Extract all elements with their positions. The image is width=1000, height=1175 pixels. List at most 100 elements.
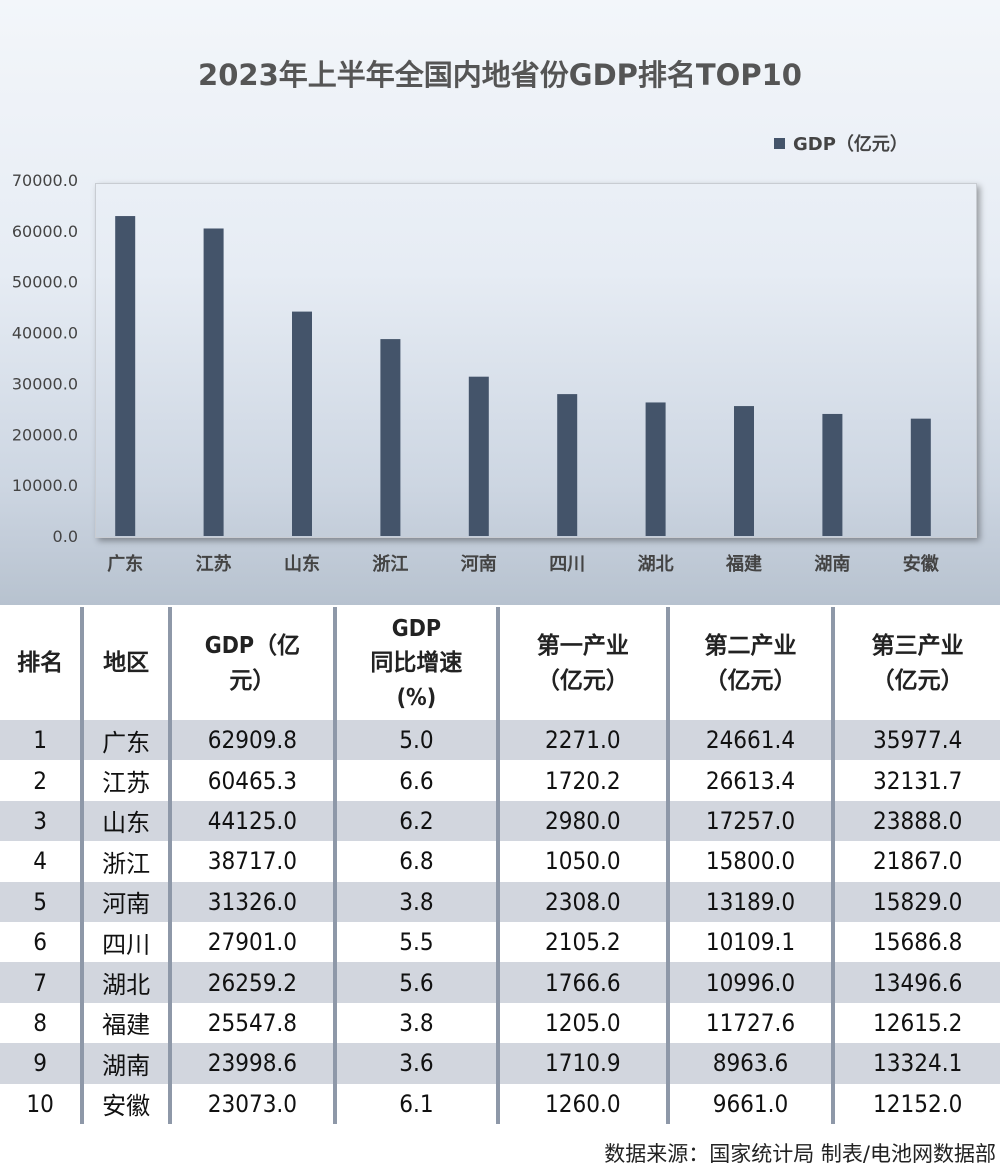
table-cell: 3 [0,800,83,842]
x-tick-label: 河南 [461,553,497,575]
table-cell: 44125.0 [167,800,335,842]
column-header: GDP（亿元） [167,607,335,720]
table-cell: 12615.2 [831,1002,1000,1044]
table-cell: 38717.0 [167,841,335,882]
table-cell: 2980.0 [496,800,668,842]
bar [380,339,401,536]
table-cell: 江苏 [80,760,170,801]
table-row: 8 福建 25547.8 3.8 1205.0 11727.6 12615.2 [0,1002,1000,1044]
table-cell: 5.6 [332,962,499,1003]
legend-swatch [774,137,785,149]
column-header: 第二产业 （亿元） [665,607,834,720]
table-cell: 6 [33,928,47,957]
plot-area [95,183,977,538]
x-tick-label: 湖北 [638,554,674,575]
y-tick-label: 30000.0 [12,374,78,393]
bar [734,406,754,536]
column-header-line: （亿元） [871,667,964,694]
x-tick-label: 江苏 [196,553,232,575]
table-cell: 安徽 [80,1083,170,1124]
column-header: 第一产业 （亿元） [496,607,668,720]
table-cell: 23073.0 [167,1083,335,1124]
y-tick-label: 50000.0 [12,273,78,292]
table-cell: 12152.0 [831,1083,1000,1124]
table-cell: 23888.0 [831,800,1000,842]
table-cell: 10 [26,1089,54,1118]
x-tick-label: 广东 [107,553,143,575]
gdp-bar-chart: 2023年上半年全国内地省份GDP排名TOP10 GDP（亿元） 0.0 1000… [0,0,1000,605]
table-cell: 13496.6 [831,962,1000,1003]
gdp-table: 排名 地区 GDP（亿 元） GDP 同比增速 (%) 第一产业 （亿元） 第二产业 （亿元） 第三产… [0,607,1000,1124]
chart-title: 2023年上半年全国内地省份GDP排名TOP10 [198,58,802,92]
y-tick-label: 40000.0 [12,324,78,343]
column-header-line: (%) [396,684,437,711]
table-cell: 5.5 [332,921,499,963]
table-cell: 1 [0,720,83,761]
column-header-line: 同比增速 [370,650,463,677]
y-tick-label: 60000.0 [12,222,78,241]
y-tick-label: 0.0 [53,527,78,546]
table-cell: 2308.0 [496,881,668,922]
y-tick-label: 10000.0 [12,476,78,495]
table-cell: 13189.0 [665,881,834,922]
table-cell: 26259.2 [167,962,335,1003]
table-row: 3 山东 44125.0 6.2 2980.0 17257.0 23888.0 [0,800,1000,842]
column-header-line: 地区 [103,650,150,677]
table-cell: 2271.0 [496,720,668,761]
table-cell: 河南 [80,881,170,922]
table-cell: 60465.3 [167,760,335,801]
column-header: 第三产业 （亿元） [831,607,1000,720]
table-cell: 1720.2 [496,760,668,801]
column-header: 排名 [0,607,82,720]
column-header-line: 排名 [17,650,64,677]
table-cell: 湖北 [80,962,170,1003]
table-cell: 31326.0 [167,881,335,922]
table-cell: 9661.0 [665,1083,834,1124]
table-cell: 浙江 [80,841,170,882]
table-cell: 7 [0,962,83,1003]
column-header-line: GDP [391,615,442,642]
table-cell: 山东 [80,800,170,842]
table-row: 9 湖南 23998.6 3.6 1710.9 8963.6 13324.1 [0,1043,1000,1084]
table-cell: 6.1 [332,1083,499,1124]
table-cell: 1205.0 [496,1002,668,1044]
data-source: 数据来源：国家统计局 制表/电池网数据部 [604,1142,996,1166]
table-cell: 35977.4 [831,720,1000,761]
table-cell: 2 [33,766,47,795]
table-row: 4 浙江 38717.0 6.8 1050.0 15800.0 21867.0 [0,841,1000,882]
table-cell: 21867.0 [831,841,1000,882]
column-header-line: 第二产业 [704,633,797,659]
table-cell: 15800.0 [665,841,834,882]
y-tick-label: 70000.0 [12,171,78,190]
table-cell: 5.0 [332,720,499,761]
table-cell: 2105.2 [496,921,668,963]
chart-svg: 0.0 10000.0 20000.0 30000.0 40000.0 50000.0 60… [12,171,940,575]
x-tick-label: 四川 [549,554,585,575]
table-header-row: 排名 地区 GDP（亿 元） GDP 同比增速 (%) 第一产业 （亿元） 第二产业 （亿元） 第三产… [0,607,1000,720]
table-cell: 27901.0 [167,921,335,963]
table-cell: 1710.9 [496,1043,668,1084]
table-cell: 6.6 [332,760,499,801]
table-cell: 15829.0 [831,881,1000,922]
y-tick-label: 20000.0 [12,425,78,444]
legend-label: GDP（亿元） [793,134,908,155]
table-row: 5 河南 31326.0 3.8 2308.0 13189.0 15829.0 [0,881,1000,922]
x-tick-label: 湖南 [814,553,850,575]
table-cell: 10996.0 [665,962,834,1003]
x-tick-label: 安徽 [903,553,940,575]
column-header-line: GDP（亿 [204,633,301,659]
table-row: 10 安徽 23073.0 6.1 1260.0 9661.0 12152.0 [0,1083,1000,1124]
table-cell: 4 [33,847,47,876]
column-header-line: 第一产业 [536,633,629,659]
table-cell: 10109.1 [665,921,834,963]
table-row: 1 广东 62909.8 5.0 2271.0 24661.4 35977.4 [0,720,1000,761]
legend: GDP（亿元） [774,130,908,156]
column-header-line: 元） [229,667,276,694]
column-header: GDP 同比增速 (%) [332,607,499,720]
table-cell: 6.8 [332,841,499,882]
bar [910,418,931,536]
table-cell: 四川 [80,921,170,963]
table-cell: 福建 [80,1002,170,1044]
table-cell: 5 [0,881,83,922]
table-cell: 3.8 [332,1002,499,1044]
